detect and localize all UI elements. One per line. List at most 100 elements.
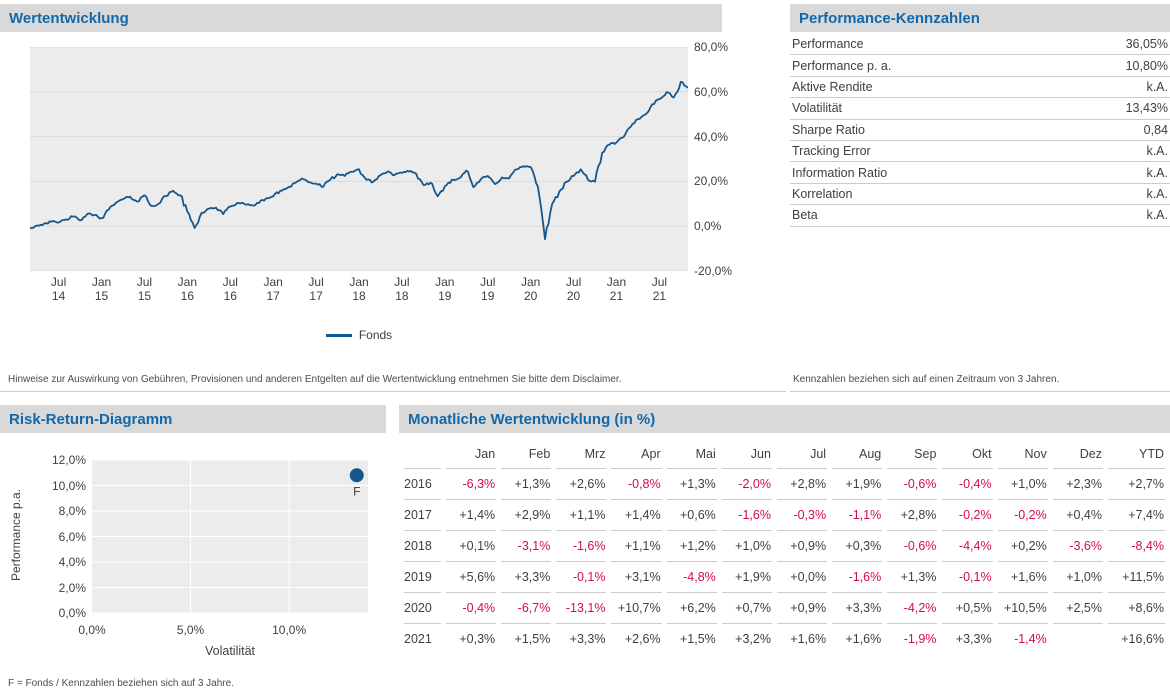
- monthly-header-sep: Sep: [887, 441, 938, 469]
- monthly-value-cell: +1,3%: [887, 562, 938, 593]
- monthly-value-cell: -0,8%: [611, 469, 662, 500]
- monthly-value-cell: -0,1%: [942, 562, 993, 593]
- monthly-table-body: 2016 -6,3% +1,3% +2,6% -0,8% +1,3% -2,0% +2,8% +…: [404, 469, 1165, 654]
- x-tick-label: Jul 18: [380, 275, 424, 303]
- x-tick-label: Jul 14: [37, 275, 81, 303]
- x-tick-month: Jul: [308, 275, 324, 289]
- kennzahlen-value: k.A.: [1146, 208, 1168, 223]
- x-tick-month: Jan: [520, 275, 541, 289]
- x-tick-label: Jul 21: [637, 275, 681, 303]
- risk-return-scatter-chart: F: [92, 459, 368, 614]
- monthly-value-cell: -4,2%: [887, 593, 938, 624]
- kennzahlen-value: 13,43%: [1125, 101, 1168, 116]
- monthly-row-2020: 2020 -0,4% -6,7% -13,1% +10,7% +6,2% +0,7% +0,9…: [404, 593, 1165, 624]
- legend-line-swatch: [325, 333, 352, 337]
- kennzahlen-row: Tracking Error k.A.: [790, 141, 1170, 163]
- x-tick-year: 15: [94, 289, 109, 303]
- kennzahlen-label: Performance: [792, 37, 864, 52]
- monthly-value-cell: +10,5%: [997, 593, 1048, 624]
- monthly-value-cell: +3,3%: [955, 632, 992, 646]
- monthly-value-cell: +10,7%: [611, 593, 662, 624]
- x-tick-month: Jul: [222, 275, 238, 289]
- monthly-value-cell: +16,6%: [1121, 632, 1164, 646]
- monthly-header-year: [404, 441, 441, 469]
- kennzahlen-label: Beta: [792, 208, 818, 223]
- risk-return-scatter-svg: F: [92, 459, 368, 614]
- kennzahlen-row: Performance 36,05%: [790, 34, 1170, 56]
- monthly-value-cell: +3,3%: [832, 593, 883, 624]
- kennzahlen-value: k.A.: [1146, 79, 1168, 94]
- x-tick-label: Jul 15: [122, 275, 166, 303]
- x-tick-month: Jan: [91, 275, 112, 289]
- monthly-year-cell: 2021: [404, 632, 432, 646]
- monthly-value-cell: +3,3%: [501, 562, 552, 593]
- monthly-value-cell: +8,6%: [1108, 593, 1165, 624]
- monthly-value-cell: -1,6%: [832, 562, 883, 593]
- y-tick-label: 4,0%: [58, 555, 86, 569]
- x-tick-year: 16: [180, 289, 195, 303]
- monthly-value-cell: +6,2%: [666, 593, 717, 624]
- monthly-header-okt: Okt: [942, 441, 993, 469]
- monthly-value-cell: +0,4%: [1052, 500, 1103, 531]
- monthly-header-dez: Dez: [1052, 441, 1103, 469]
- x-tick-label: 5,0%: [176, 623, 205, 637]
- monthly-value-cell: -0,4%: [446, 593, 497, 624]
- fonds-performance-line: [30, 81, 689, 241]
- footnote-divider-right: [790, 391, 1170, 392]
- monthly-value-cell: +1,9%: [832, 469, 883, 500]
- monthly-value-cell: +2,5%: [1052, 593, 1103, 624]
- x-tick-month: Jan: [435, 275, 455, 289]
- monthly-value-cell: -0,4%: [942, 469, 993, 500]
- monthly-header-nov: Nov: [997, 441, 1048, 469]
- kennzahlen-row: Aktive Rendite k.A.: [790, 77, 1170, 99]
- monthly-year-cell: 2020: [404, 593, 441, 624]
- monthly-value-cell: +1,5%: [679, 632, 716, 646]
- kennzahlen-footnote: Kennzahlen beziehen sich auf einen Zeitr…: [793, 374, 1060, 385]
- kennzahlen-label: Performance p. a.: [792, 58, 892, 73]
- x-tick-year: 21: [609, 289, 624, 303]
- kennzahlen-value: k.A.: [1146, 144, 1168, 159]
- monthly-value-cell: -13,1%: [556, 593, 607, 624]
- x-tick-month: Jul: [651, 275, 668, 289]
- monthly-value-cell: +0,1%: [446, 531, 497, 562]
- kennzahlen-row: Beta k.A.: [790, 205, 1170, 227]
- monthly-panel-header: Monatliche Wertentwicklung (in %): [399, 405, 1170, 433]
- monthly-table-head: Jan Feb Mrz Apr Mai Jun Jul Aug Sep Okt Nov Dez YTD: [404, 441, 1165, 469]
- monthly-value-cell: [1053, 624, 1103, 654]
- performance-footnote: Hinweise zur Auswirkung von Gebühren, Pr…: [8, 374, 622, 385]
- monthly-year-cell: 2019: [404, 562, 441, 593]
- x-tick-year: 20: [566, 289, 581, 303]
- monthly-value-cell: +1,0%: [997, 469, 1048, 500]
- kennzahlen-table: Performance 36,05% Performance p. a. 10,80%…: [790, 34, 1170, 227]
- monthly-value-cell: -0,6%: [887, 469, 938, 500]
- monthly-value-cell: +1,1%: [556, 500, 607, 531]
- y-tick-label: 40,0%: [694, 129, 729, 144]
- risk-return-x-axis-label: Volatilität: [204, 644, 256, 658]
- monthly-header-jul: Jul: [776, 441, 828, 469]
- legend-label: Fonds: [358, 328, 393, 342]
- risk-return-y-axis-label: Performance p.a.: [9, 488, 23, 582]
- monthly-value-cell: +1,5%: [514, 632, 551, 646]
- monthly-value-cell: -4,4%: [942, 531, 993, 562]
- monthly-header-ytd: YTD: [1108, 441, 1165, 469]
- risk-return-footnote: F = Fonds / Kennzahlen beziehen sich auf…: [8, 678, 234, 689]
- x-tick-label: Jul 20: [552, 275, 596, 303]
- y-tick-label: 2,0%: [58, 580, 86, 595]
- x-tick-label: 10,0%: [272, 623, 307, 637]
- monthly-returns-table: Jan Feb Mrz Apr Mai Jun Jul Aug Sep Okt Nov Dez YTD …: [399, 441, 1170, 654]
- y-tick-label: 20,0%: [694, 174, 729, 189]
- monthly-value-cell: +2,8%: [776, 469, 828, 500]
- monthly-value-cell: +1,3%: [501, 469, 552, 500]
- performance-panel-title: Wertentwicklung: [9, 9, 129, 27]
- monthly-value-cell: -6,3%: [446, 469, 497, 500]
- y-tick-label: 12,0%: [51, 453, 86, 467]
- x-tick-label: Jan 19: [423, 275, 467, 303]
- monthly-value-cell: -1,6%: [721, 500, 772, 531]
- kennzahlen-value: k.A.: [1146, 186, 1168, 201]
- kennzahlen-row: Korrelation k.A.: [790, 184, 1170, 206]
- monthly-value-cell: +3,3%: [569, 632, 606, 646]
- monthly-value-cell: +0,9%: [776, 531, 828, 562]
- x-tick-label: Jan 18: [337, 275, 381, 303]
- kennzahlen-label: Volatilität: [792, 101, 843, 116]
- monthly-value-cell: +2,3%: [1052, 469, 1103, 500]
